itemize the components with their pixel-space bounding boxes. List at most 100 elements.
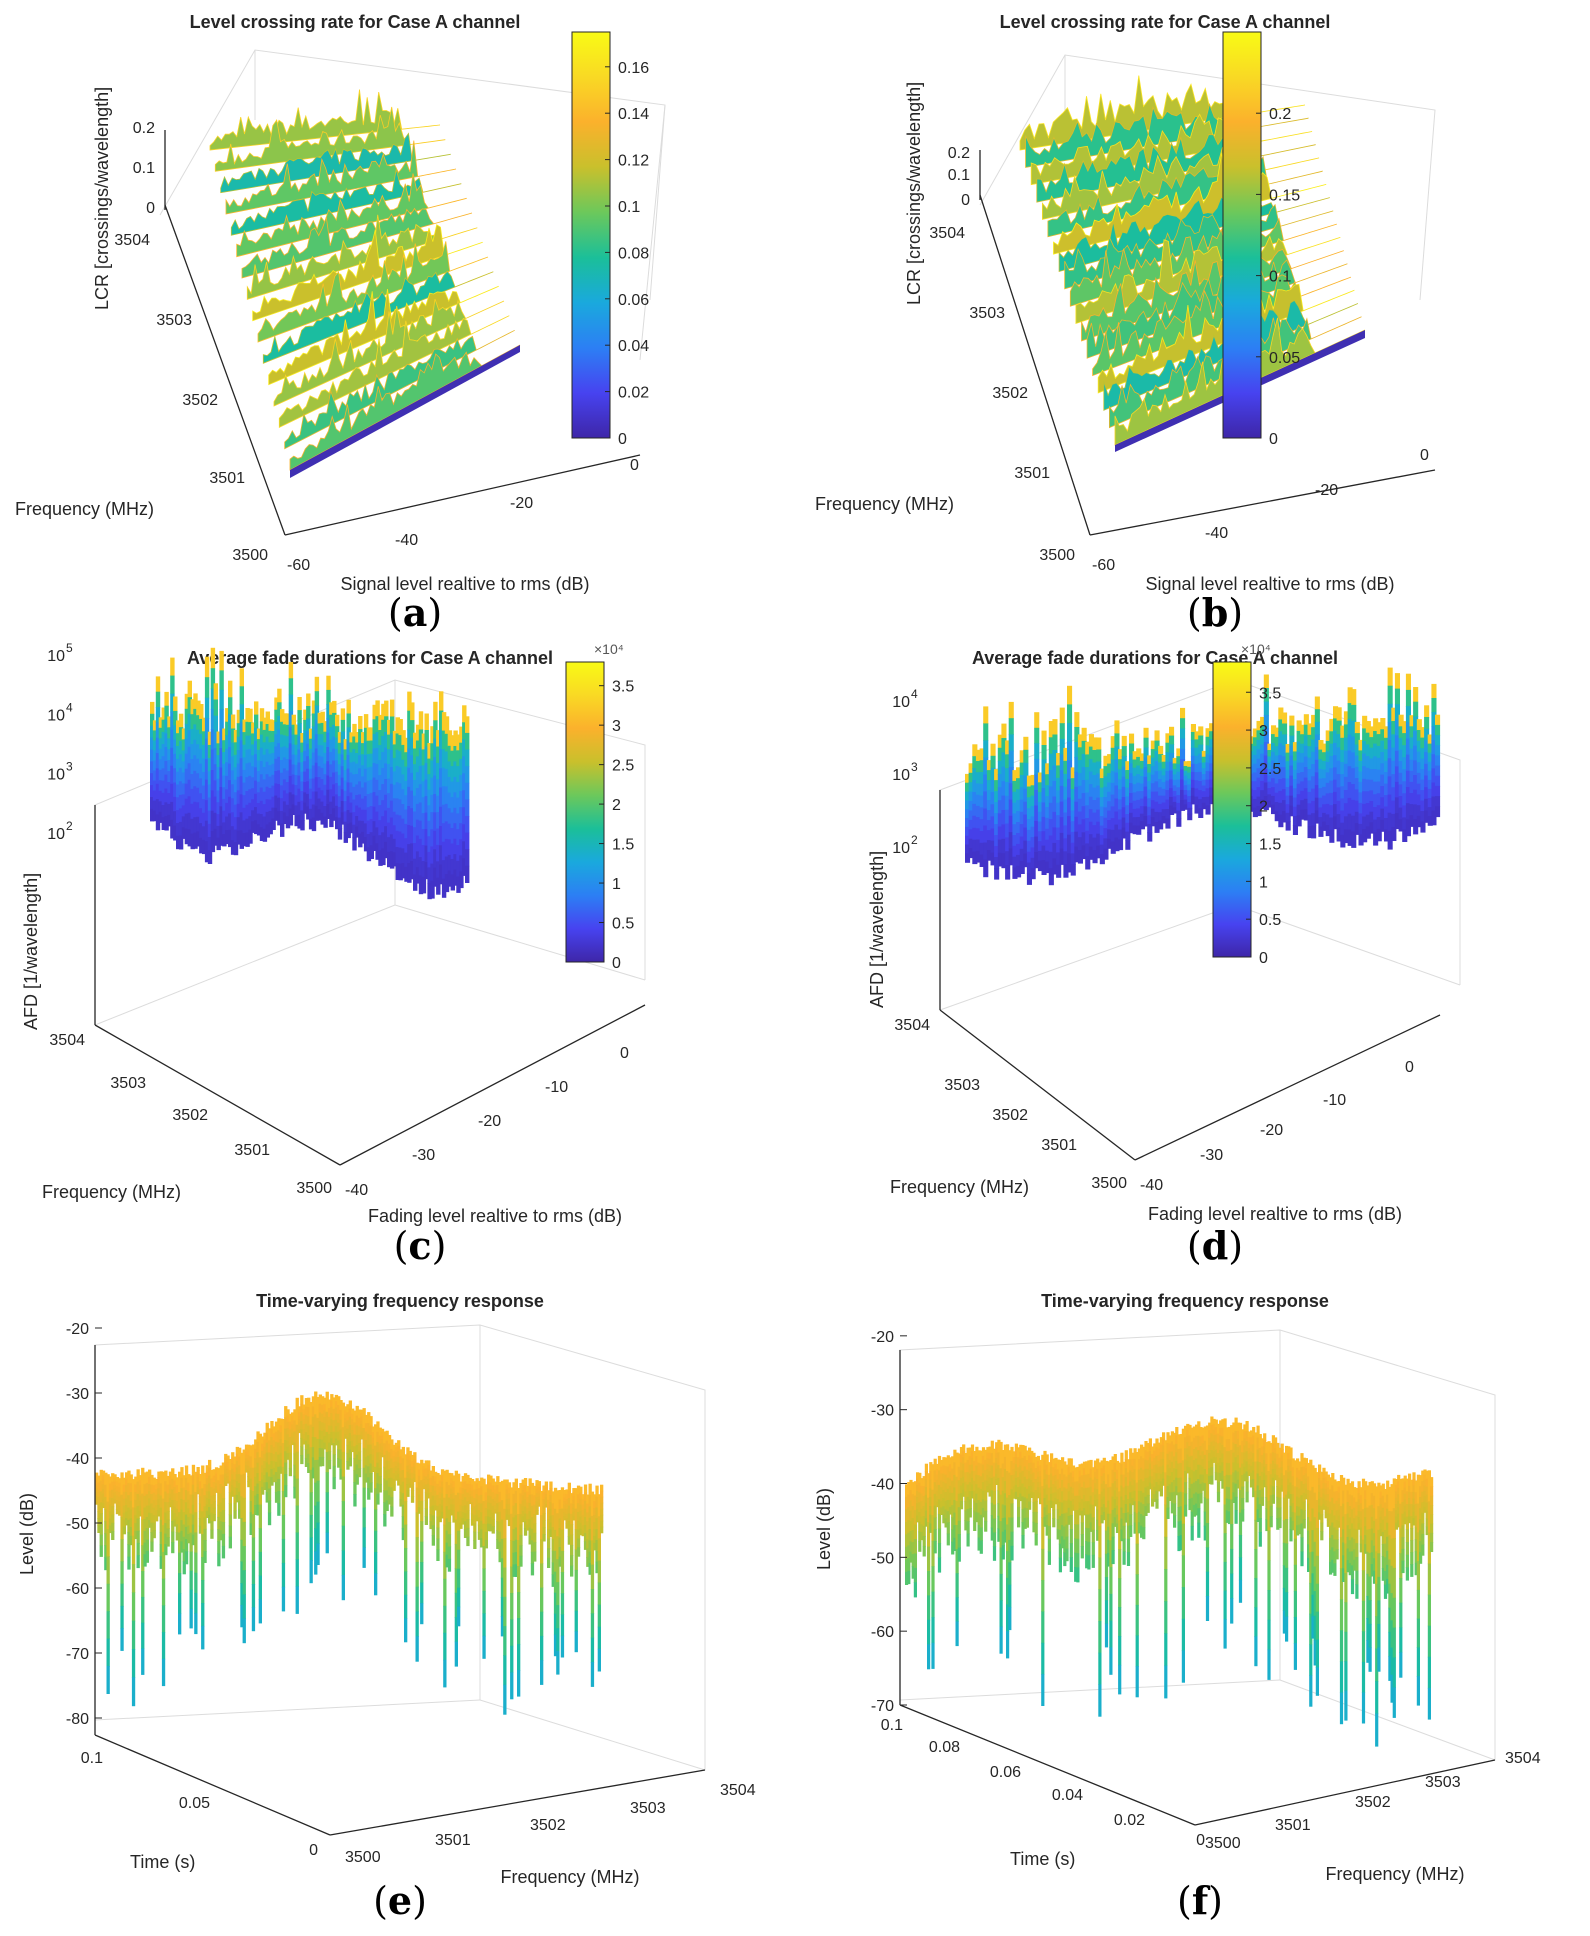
- surface-strip: [1351, 705, 1356, 721]
- chart-c-ylabel: Frequency (MHz): [42, 1182, 181, 1202]
- surface-strip: [333, 1454, 336, 1466]
- surface-strip: [533, 1552, 536, 1562]
- chart-e-y-ticks: 0 0.05 0.1: [81, 1750, 318, 1859]
- chart-d-xtick: -20: [1260, 1122, 1283, 1139]
- surface-strip: [406, 1490, 409, 1497]
- surface-strip: [141, 1623, 144, 1649]
- surface-strip: [252, 1561, 255, 1585]
- surface-strip: [217, 1541, 220, 1554]
- surface-strip: [425, 714, 429, 731]
- surface-strip: [342, 1477, 345, 1502]
- surface-strip: [561, 1551, 564, 1573]
- surface-strip: [1129, 734, 1134, 745]
- surface-strip: [167, 1528, 170, 1537]
- surface-strip: [1180, 718, 1185, 729]
- surface-strip: [503, 1626, 506, 1656]
- surface-strip: [1031, 868, 1036, 879]
- surface-strip: [416, 1562, 419, 1587]
- chart-b-xtick: -20: [1315, 482, 1338, 499]
- surface-strip: [1144, 738, 1149, 748]
- surface-strip: [1147, 832, 1152, 841]
- chart-d-xtick: -10: [1323, 1092, 1346, 1109]
- colorbar-tick-label: 2: [612, 797, 621, 814]
- surface-strip: [1158, 746, 1163, 755]
- surface-strip: [1118, 840, 1123, 851]
- chart-d-ytick: 3503: [944, 1077, 980, 1094]
- surface-strip: [190, 1590, 193, 1610]
- surface-strip: [579, 1487, 582, 1494]
- surface-strip: [203, 1529, 206, 1541]
- surface-strip: [457, 1588, 460, 1608]
- surface-strip: [259, 1505, 262, 1529]
- surface-strip: [540, 1660, 543, 1685]
- surface-strip: [332, 701, 336, 714]
- surface-strip: [222, 1546, 225, 1559]
- surface-strip: [194, 1573, 197, 1594]
- surface-strip: [300, 1395, 303, 1404]
- chart-d-zlabel: AFD [1/wavelength]: [867, 851, 887, 1008]
- chart-c-ytick: 3500: [296, 1180, 332, 1197]
- surface-strip: [533, 1533, 536, 1543]
- surface-strip: [1010, 1503, 1013, 1518]
- surface-strip: [306, 694, 310, 707]
- chart-a-xtick: -40: [395, 532, 418, 549]
- surface-strip: [575, 1631, 578, 1652]
- z-tick-label: 10: [892, 694, 910, 711]
- surface-strip: [100, 1535, 103, 1546]
- surface-strip: [194, 1593, 197, 1614]
- surface-strip: [1096, 750, 1101, 763]
- surface-strip: [390, 700, 394, 717]
- chart-panel-a: Level crossing rate for Case A channel -…: [0, 0, 795, 640]
- surface-strip: [120, 1539, 123, 1562]
- surface-strip: [1041, 1549, 1044, 1581]
- surface-strip: [132, 1621, 135, 1650]
- surface-strip: [1000, 1574, 1003, 1601]
- surface-strip: [326, 1512, 329, 1533]
- surface-strip: [547, 1539, 550, 1549]
- surface-strip: [364, 714, 368, 728]
- surface-strip: [510, 1672, 513, 1699]
- surface-strip: [971, 1445, 974, 1452]
- surface-strip: [1017, 1517, 1020, 1528]
- surface-strip: [259, 1552, 262, 1576]
- surface-strip: [457, 1531, 460, 1551]
- surface-strip: [252, 1538, 255, 1562]
- surface-strip: [228, 681, 232, 698]
- surface-strip: [1165, 819, 1170, 829]
- surface-strip: [1155, 730, 1160, 741]
- surface-strip: [420, 1603, 423, 1624]
- surface-strip: [411, 1490, 414, 1497]
- surface-strip: [1067, 742, 1072, 761]
- surface-strip: [349, 1458, 352, 1467]
- surface-strip: [404, 1501, 407, 1525]
- surface-strip: [980, 1528, 983, 1541]
- surface-strip: [282, 1563, 285, 1588]
- surface-strip: [1008, 1607, 1011, 1630]
- surface-strip: [137, 1555, 140, 1568]
- surface-strip: [363, 1528, 366, 1549]
- surface-strip: [1008, 1585, 1011, 1608]
- z-tick-exponent: 4: [911, 687, 918, 701]
- surface-strip: [284, 1485, 287, 1497]
- chart-d-xtick: -40: [1140, 1177, 1163, 1194]
- surface-strip: [153, 1523, 156, 1531]
- colorbar-tick-label: 2.5: [1259, 761, 1281, 778]
- surface-strip: [310, 1538, 313, 1561]
- surface-strip: [600, 1521, 603, 1528]
- surface-strip: [222, 1522, 225, 1535]
- surface-strip: [1311, 826, 1316, 839]
- colorbar-tick-label: 0.04: [618, 338, 649, 355]
- surface-strip: [983, 723, 988, 741]
- surface-strip: [556, 1605, 559, 1629]
- surface-strip: [1052, 719, 1057, 735]
- surface-strip: [448, 1547, 451, 1560]
- z-tick-exponent: 4: [66, 700, 73, 714]
- z-tick-label: 10: [892, 767, 910, 784]
- chart-a-caption: (a): [355, 590, 475, 635]
- surface-strip: [1435, 766, 1440, 777]
- surface-strip: [980, 1540, 983, 1553]
- chart-b-x-ticks: -60 -40 -20 0: [1092, 447, 1429, 574]
- surface-strip: [1006, 1631, 1009, 1658]
- chart-e-zlabel: Level (dB): [17, 1493, 37, 1575]
- surface-strip: [111, 1523, 114, 1532]
